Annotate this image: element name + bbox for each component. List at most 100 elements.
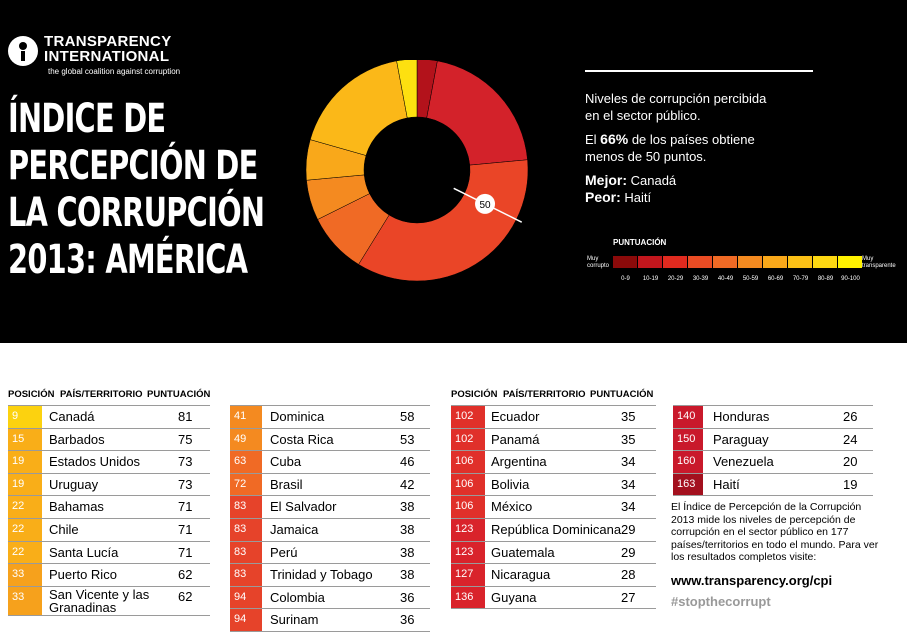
- legend-swatch: [688, 256, 712, 268]
- table-row: 9 Canadá 81: [8, 406, 210, 429]
- country-name: Surinam: [270, 612, 319, 628]
- rank-badge: 41: [230, 406, 262, 428]
- legend-range-label: 20-29: [667, 276, 684, 282]
- country-name: Costa Rica: [270, 431, 334, 447]
- rank-badge: 106: [451, 473, 485, 496]
- country-score: 26: [843, 409, 858, 424]
- legend-low-label: Muy corrupto: [587, 256, 610, 269]
- table-top-rule: [230, 405, 430, 406]
- country-score: 34: [621, 476, 636, 492]
- table-row: 19 Uruguay 73: [8, 473, 210, 497]
- country-name: Venezuela: [713, 454, 774, 470]
- country-score: 75: [178, 431, 193, 447]
- stat-line-2: menos de 50 puntos.: [585, 149, 707, 164]
- header-panel: TRANSPARENCY INTERNATIONAL the global co…: [0, 0, 907, 343]
- country-name: Canadá: [49, 409, 95, 424]
- donut-slice-80-89: [396, 60, 418, 119]
- country-score: 19: [843, 476, 858, 492]
- country-score: 29: [621, 521, 636, 537]
- rank-badge: 83: [230, 541, 262, 564]
- legend-swatch: [738, 256, 762, 268]
- country-score: 46: [400, 454, 415, 470]
- country-name: Jamaica: [270, 521, 319, 537]
- table-row: 127 Nicaragua 28: [451, 564, 656, 587]
- legend-swatch: [813, 256, 837, 268]
- stat-suffix: de los países obtiene: [628, 132, 755, 147]
- rank-badge: 9: [8, 406, 42, 428]
- legend-range-label: 10-19: [642, 276, 659, 282]
- legend-swatch: [663, 256, 687, 268]
- table-row: 102 Ecuador 35: [451, 406, 656, 429]
- legend-range-label: 70-79: [792, 276, 809, 282]
- country-name: Haití: [713, 476, 740, 492]
- country-name: Colombia: [270, 589, 325, 605]
- rank-badge: 22: [8, 496, 42, 518]
- person-icon: [8, 36, 38, 66]
- rank-badge: 33: [8, 564, 42, 586]
- table-row: 33 Puerto Rico 62: [8, 564, 210, 587]
- cpi-link[interactable]: www.transparency.org/cpi: [671, 573, 833, 588]
- legend-range-label: 0-9: [621, 276, 630, 282]
- rank-badge: 33: [8, 586, 42, 615]
- country-score: 62: [178, 567, 193, 583]
- header-position: POSICIÓN: [451, 389, 498, 400]
- rank-badge: 102: [451, 428, 485, 451]
- rank-badge: 102: [451, 406, 485, 428]
- country-name: San Vicente y las Granadinas: [49, 586, 150, 615]
- table-row: 106 México 34: [451, 496, 656, 519]
- country-score: 38: [400, 567, 415, 583]
- title-line-4: 2013: AMÉRICA: [8, 237, 248, 283]
- table-row: 150 Paraguay 24: [673, 428, 873, 452]
- country-score: 29: [621, 544, 636, 560]
- table-header: POSICIÓN PAÍS/TERRITORIO PUNTUACIÓN: [451, 389, 656, 403]
- header-country: PAÍS/TERRITORIO: [503, 389, 586, 400]
- legend-swatch: [613, 256, 637, 268]
- country-score: 34: [621, 454, 636, 470]
- table-top-rule: [673, 405, 873, 406]
- rank-badge: 127: [451, 564, 485, 586]
- legend-range-label: 90-100: [841, 276, 860, 282]
- country-name: Chile: [49, 521, 79, 537]
- header-score: PUNTUACIÓN: [147, 389, 211, 400]
- table-row: 94 Surinam 36: [230, 609, 430, 632]
- country-name: Uruguay: [49, 476, 99, 492]
- table-header: [673, 389, 873, 403]
- table-row: 22 Chile 71: [8, 518, 210, 542]
- legend-swatch: [713, 256, 737, 268]
- legend-range-label: 40-49: [717, 276, 734, 282]
- rank-badge: 83: [230, 518, 262, 541]
- table-row: 33 San Vicente y las Granadinas 62: [8, 586, 210, 616]
- country-name: Ecuador: [491, 409, 540, 424]
- table-row: 83 Jamaica 38: [230, 518, 430, 542]
- hashtag: #stopthecorrupt: [671, 594, 771, 609]
- donut-slice-20-29: [426, 60, 528, 166]
- donut-slice-30-39: [358, 159, 529, 282]
- page-title: ÍNDICE DE PERCEPCIÓN DE LA CORRUPCIÓN 20…: [8, 96, 265, 284]
- country-name: Barbados: [49, 431, 105, 447]
- country-score: 62: [178, 588, 193, 604]
- rank-badge: 163: [673, 473, 703, 496]
- worst-value: Haití: [620, 190, 652, 205]
- footer-note: El Índice de Percepción de la Corrupción…: [671, 501, 879, 563]
- country-score: 36: [400, 589, 415, 605]
- country-name: México: [491, 499, 533, 515]
- country-score: 36: [400, 612, 415, 628]
- rank-badge: 140: [673, 406, 703, 428]
- rank-badge: 123: [451, 541, 485, 564]
- rank-badge: 106: [451, 496, 485, 518]
- country-score: 20: [843, 454, 858, 470]
- table-row: 49 Costa Rica 53: [230, 428, 430, 452]
- legend-range-label: 30-39: [692, 276, 709, 282]
- table-row: 102 Panamá 35: [451, 428, 656, 452]
- rank-badge: 160: [673, 451, 703, 473]
- rank-badge: 150: [673, 428, 703, 451]
- table-row: 106 Bolivia 34: [451, 473, 656, 497]
- legend-swatch: [838, 256, 862, 268]
- rank-badge: 123: [451, 518, 485, 541]
- title-line-1: ÍNDICE DE: [8, 96, 166, 142]
- rank-badge: 49: [230, 428, 262, 451]
- table-row: 72 Brasil 42: [230, 473, 430, 497]
- table-top-rule: [451, 405, 656, 406]
- table-row: 83 El Salvador 38: [230, 496, 430, 519]
- header-position: POSICIÓN: [8, 389, 55, 400]
